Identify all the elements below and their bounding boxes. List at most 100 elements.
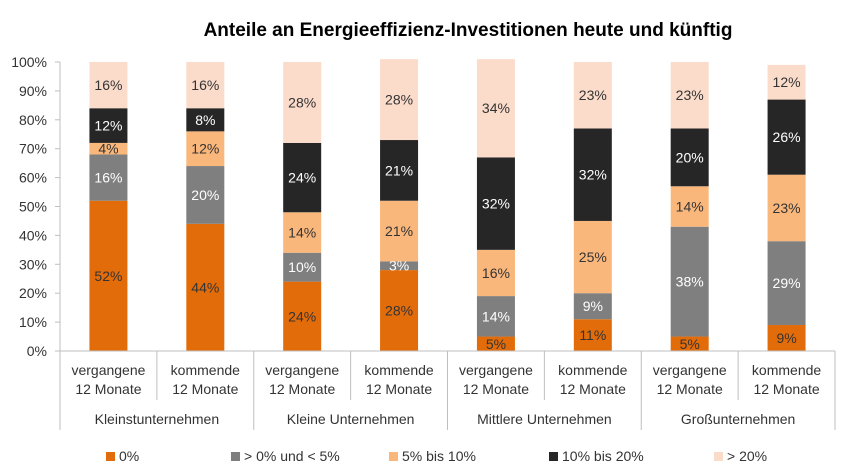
bar-segment — [767, 99, 806, 175]
data-label: 25% — [579, 249, 607, 265]
bars-layer: 52% 16% 4% 12% 16% 44% 20% 12% 8% 16% 24% 10% 14% 24%… — [89, 59, 806, 352]
data-label: 11% — [579, 327, 606, 343]
data-label: 20% — [676, 149, 704, 165]
data-label: 38% — [676, 274, 704, 290]
bar-segment — [573, 128, 612, 221]
bar-segment — [380, 261, 419, 271]
y-tick-label: 10% — [19, 314, 47, 330]
data-label: 14% — [676, 199, 704, 215]
bar-segment — [476, 336, 515, 351]
y-tick-label: 0% — [27, 343, 47, 359]
y-axis: 0% 10% 20% 30% 40% 50% 60% 70% 80% 90% 100% — [11, 54, 61, 359]
bar-segment — [186, 62, 225, 109]
category-label: 12 Monate — [560, 381, 626, 397]
category-label: vergangene — [653, 362, 727, 378]
data-label: 9% — [583, 298, 603, 314]
data-label: 21% — [385, 162, 413, 178]
data-label: 28% — [385, 303, 413, 319]
category-label: 12 Monate — [172, 381, 238, 397]
legend-swatch — [714, 452, 723, 461]
legend-swatch — [549, 452, 558, 461]
bar-segment — [670, 336, 709, 351]
category-label: vergangene — [71, 362, 145, 378]
bar-segment — [573, 62, 612, 129]
data-label: 5% — [486, 336, 506, 352]
category-label: 12 Monate — [75, 381, 141, 397]
category-label: 12 Monate — [463, 381, 529, 397]
bar-segment — [476, 296, 515, 337]
group-label: Kleine Unternehmen — [287, 411, 415, 427]
bar-segment — [380, 270, 419, 351]
bar-segment — [89, 62, 128, 109]
legend-swatch — [106, 452, 115, 461]
data-label: 16% — [482, 265, 510, 281]
data-label: 44% — [191, 279, 219, 295]
y-tick-label: 60% — [19, 170, 47, 186]
category-label: kommende — [364, 362, 433, 378]
data-label: 4% — [98, 141, 118, 157]
bar-segment — [89, 142, 128, 155]
bar-segment — [380, 200, 419, 262]
bar-segment — [283, 281, 322, 351]
bar-segment — [767, 324, 806, 351]
data-label: 16% — [191, 77, 219, 93]
legend-label: 5% bis 10% — [402, 448, 476, 464]
legend-label: 10% bis 20% — [562, 448, 644, 464]
legend-label: 0% — [119, 448, 139, 464]
data-label: 12% — [94, 118, 122, 134]
data-label: 8% — [195, 112, 215, 128]
bar-segment — [186, 131, 225, 167]
data-label: 34% — [482, 100, 510, 116]
bar-segment — [670, 186, 709, 227]
category-label: vergangene — [265, 362, 339, 378]
bar-segment — [670, 226, 709, 337]
bar-segment — [283, 142, 322, 213]
data-label: 28% — [288, 94, 316, 110]
legend-label: > 20% — [727, 448, 767, 464]
data-label: 23% — [579, 87, 607, 103]
legend: 0% > 0% und < 5% 5% bis 10% 10% bis 20% > 20… — [106, 448, 767, 464]
category-label: kommende — [752, 362, 821, 378]
y-tick-label: 20% — [19, 285, 47, 301]
data-label: 24% — [288, 308, 316, 324]
data-label: 32% — [579, 167, 607, 183]
bar-segment — [476, 157, 515, 250]
bar-segment — [283, 212, 322, 253]
data-label: 12% — [773, 74, 801, 90]
bar-segment — [767, 241, 806, 325]
category-label: 12 Monate — [753, 381, 819, 397]
bar-segment — [573, 220, 612, 294]
x-axis: vergangene 12 Monate kommende 12 Monate verg… — [59, 350, 836, 430]
bar-segment — [89, 200, 128, 351]
y-tick-label: 90% — [19, 83, 47, 99]
data-label: 14% — [288, 225, 316, 241]
data-label: 29% — [773, 275, 801, 291]
data-label: 26% — [773, 129, 801, 145]
bar-segment — [186, 223, 225, 351]
y-tick-label: 100% — [11, 54, 47, 70]
category-label: kommende — [558, 362, 627, 378]
bar-segment — [767, 174, 806, 242]
bar-segment — [476, 249, 515, 297]
group-label: Kleinstunternehmen — [95, 411, 220, 427]
bar-segment — [573, 319, 612, 351]
bar-segment — [767, 64, 806, 100]
category-label: vergangene — [459, 362, 533, 378]
y-tick-label: 30% — [19, 256, 47, 272]
data-label: 16% — [94, 170, 122, 186]
data-label: 14% — [482, 308, 510, 324]
bar-segment — [186, 166, 225, 224]
bar-segment — [283, 62, 322, 143]
data-label: 5% — [680, 336, 700, 352]
category-label: 12 Monate — [657, 381, 723, 397]
data-label: 3% — [389, 258, 409, 274]
y-tick-label: 40% — [19, 227, 47, 243]
category-label: 12 Monate — [366, 381, 432, 397]
data-label: 28% — [385, 92, 413, 108]
category-label: 12 Monate — [269, 381, 335, 397]
data-label: 10% — [288, 259, 316, 275]
category-label: kommende — [171, 362, 240, 378]
data-label: 52% — [94, 268, 122, 284]
legend-swatch — [389, 452, 398, 461]
